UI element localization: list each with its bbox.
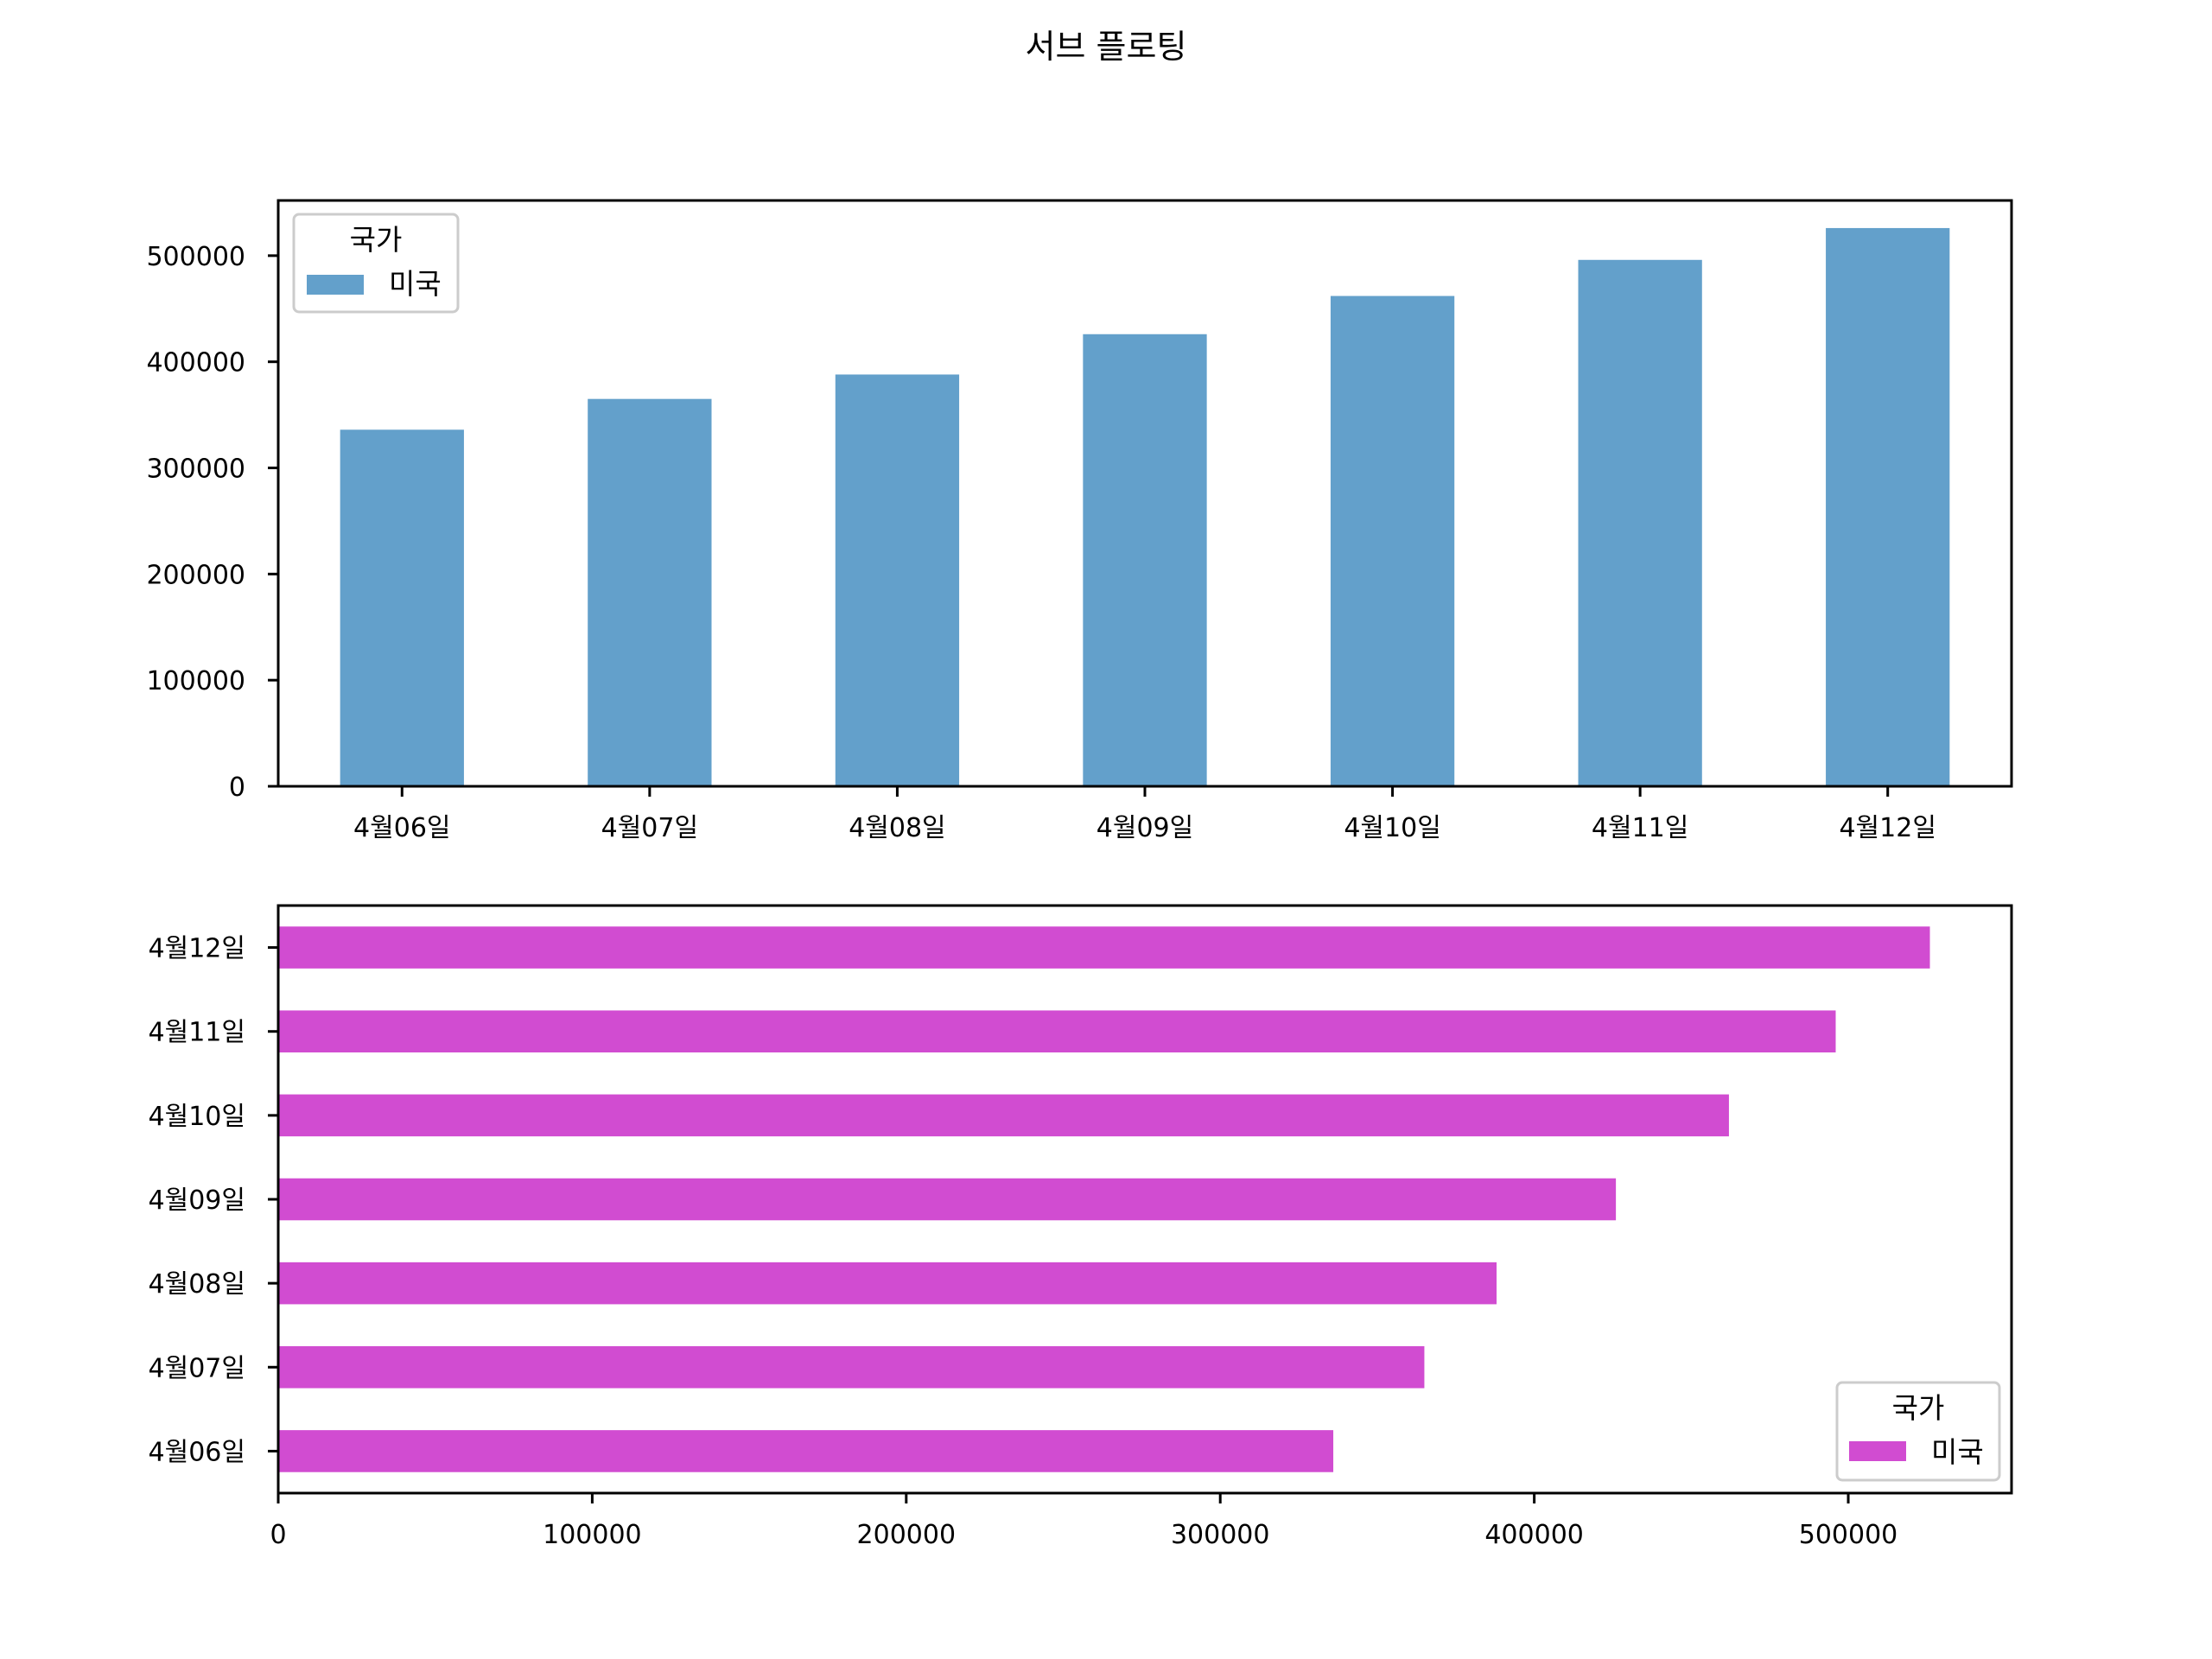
top-xtick-label: 4월10일	[1344, 813, 1440, 843]
bottom-bar-4월06일	[278, 1430, 1334, 1472]
bottom-bar-4월07일	[278, 1346, 1425, 1389]
top-xtick-label: 4월08일	[849, 813, 945, 843]
top-bar-chart: 4월06일 4월07일 4월08일 4월09일 4월10일 4월11일 4월12일 0 1000…	[146, 199, 2013, 843]
top-bar-4월09일	[1083, 334, 1207, 786]
top-bar-4월11일	[1578, 259, 1702, 787]
bottom-xtick-label: 0	[270, 1520, 286, 1550]
top-xtick-label: 4월07일	[601, 813, 698, 843]
top-ytick-label: 100000	[146, 666, 245, 696]
bottom-ytick-label: 4월08일	[149, 1269, 245, 1300]
bottom-ytick-label: 4월09일	[149, 1185, 245, 1216]
bottom-barh-chart: 4월06일 4월07일 4월08일 4월09일 4월10일 4월11일 4월12일 0 1000…	[149, 904, 2013, 1550]
top-bar-4월08일	[835, 374, 960, 786]
top-bar-4월07일	[588, 398, 712, 786]
bottom-xtick-label: 400000	[1484, 1520, 1584, 1550]
top-axes-frame	[276, 199, 2013, 788]
bottom-ytick-label: 4월10일	[149, 1102, 245, 1132]
top-legend-swatch	[307, 275, 364, 295]
top-legend-label: 미국	[389, 267, 442, 301]
top-ytick-label: 500000	[146, 242, 245, 272]
bottom-xtick-label: 500000	[1799, 1520, 1898, 1550]
bottom-ytick-label: 4월11일	[149, 1018, 245, 1048]
bottom-ytick-label: 4월07일	[149, 1353, 245, 1383]
figure-title: 서브 플로팅	[1026, 28, 1187, 66]
top-bar-4월06일	[340, 429, 464, 786]
bottom-xtick-label: 300000	[1171, 1520, 1270, 1550]
bottom-bar-4월12일	[278, 926, 1930, 969]
bottom-xtick-label: 200000	[857, 1520, 957, 1550]
top-xtick-label: 4월11일	[1592, 813, 1688, 843]
bottom-ytick-label: 4월12일	[149, 934, 245, 964]
bottom-xtick-label: 100000	[543, 1520, 642, 1550]
top-legend: 국가 미국	[292, 213, 460, 314]
bottom-ytick-label: 4월06일	[149, 1437, 245, 1467]
bottom-legend: 국가 미국	[1835, 1381, 2001, 1482]
bottom-legend-title: 국가	[1892, 1391, 1945, 1425]
top-ytick-label: 300000	[146, 454, 245, 485]
bottom-legend-swatch	[1849, 1441, 1906, 1461]
top-ytick-label: 0	[229, 772, 245, 803]
bottom-legend-label: 미국	[1931, 1435, 1984, 1469]
top-xtick-label: 4월06일	[353, 813, 450, 843]
top-xtick-label: 4월12일	[1839, 813, 1936, 843]
bottom-bars	[278, 926, 1930, 1472]
bottom-axis-ticks: 4월06일 4월07일 4월08일 4월09일 4월10일 4월11일 4월12일 0 1000…	[149, 934, 1898, 1550]
bottom-bar-4월08일	[278, 1262, 1497, 1305]
top-bar-4월10일	[1330, 296, 1455, 787]
top-bar-4월12일	[1826, 227, 1950, 786]
top-ytick-label: 400000	[146, 348, 245, 378]
top-axis-ticks: 4월06일 4월07일 4월08일 4월09일 4월10일 4월11일 4월12일 0 1000…	[146, 242, 1936, 843]
top-ytick-label: 200000	[146, 560, 245, 590]
bottom-bar-4월09일	[278, 1178, 1617, 1221]
bottom-bar-4월11일	[278, 1010, 1836, 1052]
top-xtick-label: 4월09일	[1096, 813, 1193, 843]
bottom-axes-frame	[276, 904, 2013, 1495]
top-bars	[340, 227, 1950, 787]
bottom-bar-4월10일	[278, 1094, 1729, 1137]
top-legend-title: 국가	[350, 223, 403, 257]
